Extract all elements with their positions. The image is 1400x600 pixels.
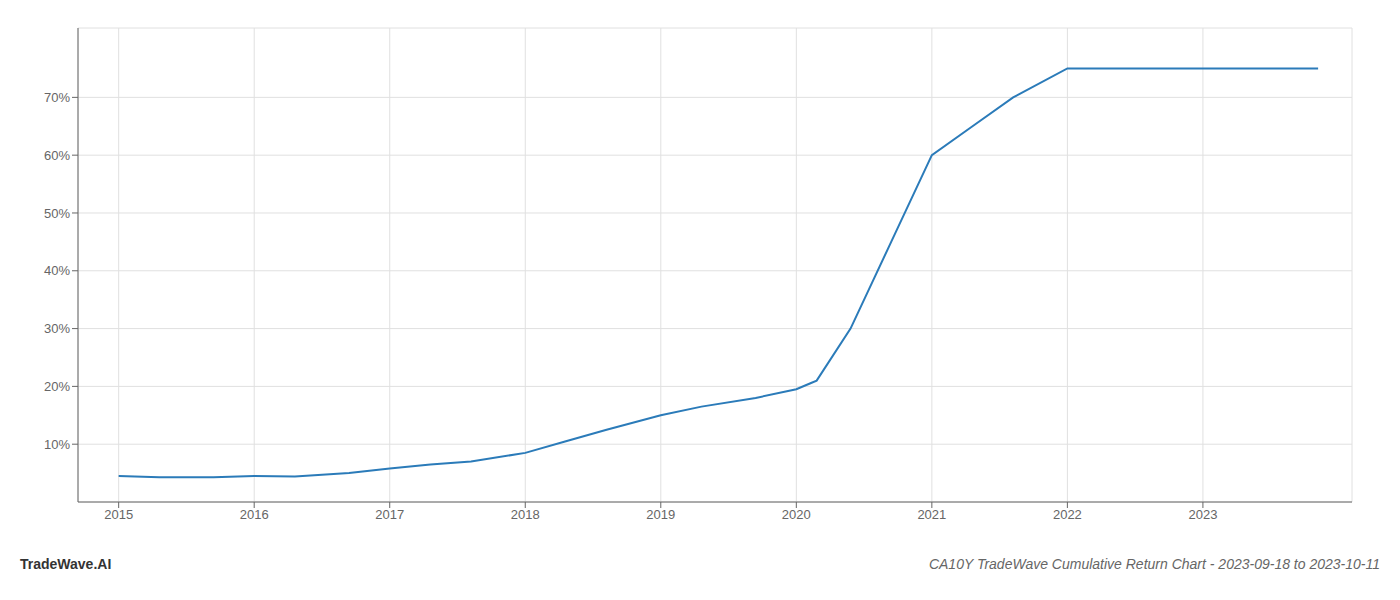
svg-text:2016: 2016	[240, 507, 269, 522]
svg-text:30%: 30%	[44, 321, 70, 336]
svg-text:2021: 2021	[917, 507, 946, 522]
svg-text:10%: 10%	[44, 437, 70, 452]
svg-text:2017: 2017	[375, 507, 404, 522]
html-text:TradeWave.AI: TradeWave.AI	[20, 556, 112, 572]
svg-text:2020: 2020	[782, 507, 811, 522]
svg-text:60%: 60%	[44, 148, 70, 163]
svg-text:50%: 50%	[44, 206, 70, 221]
svg-text:2022: 2022	[1053, 507, 1082, 522]
svg-text:20%: 20%	[44, 379, 70, 394]
svg-text:2015: 2015	[104, 507, 133, 522]
svg-text:2019: 2019	[646, 507, 675, 522]
svg-text:40%: 40%	[44, 263, 70, 278]
svg-text:70%: 70%	[44, 90, 70, 105]
svg-text:2018: 2018	[511, 507, 540, 522]
svg-text:2023: 2023	[1188, 507, 1217, 522]
html-text:CA10Y TradeWave Cumulative Ret: CA10Y TradeWave Cumulative Return Chart …	[928, 556, 1380, 572]
